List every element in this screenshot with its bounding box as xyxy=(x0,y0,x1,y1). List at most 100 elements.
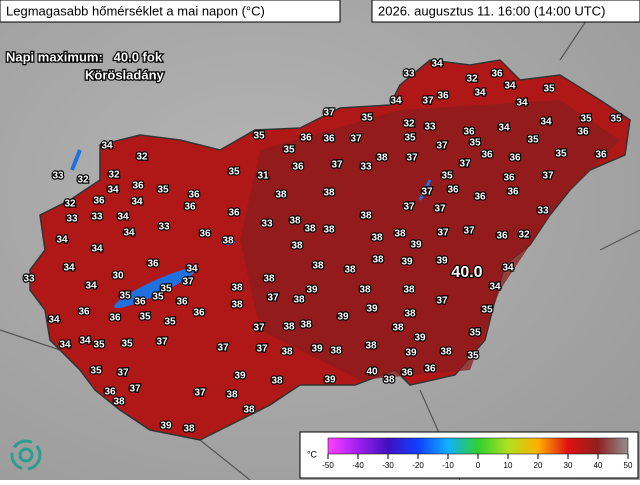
station-temp: 35 xyxy=(93,340,105,351)
station-temp: 34 xyxy=(63,263,75,274)
station-temp: 38 xyxy=(323,225,335,236)
station-temp: 37 xyxy=(117,368,129,379)
colorbar-label: 20 xyxy=(534,461,543,470)
station-temp: 38 xyxy=(113,397,125,408)
station-temp: 35 xyxy=(90,366,102,377)
station-temp: 38 xyxy=(372,255,384,266)
station-temp: 36 xyxy=(509,153,521,164)
station-temp: 33 xyxy=(23,274,35,285)
station-temp: 35 xyxy=(610,114,622,125)
station-temp: 32 xyxy=(136,152,148,163)
summary-location: Körösladány xyxy=(85,67,165,82)
station-temp: 38 xyxy=(293,295,305,306)
station-temp: 38 xyxy=(312,261,324,272)
station-temp: 34 xyxy=(502,263,514,274)
station-temp: 36 xyxy=(300,133,312,144)
station-temp: 37 xyxy=(463,226,475,237)
station-temp: 39 xyxy=(337,312,349,323)
station-temp: 36 xyxy=(437,91,449,102)
station-temp: 34 xyxy=(516,98,528,109)
station-temp: 32 xyxy=(77,175,89,186)
station-temp: 35 xyxy=(469,138,481,149)
station-temp: 36 xyxy=(503,173,515,184)
station-temp: 35 xyxy=(283,145,295,156)
station-temp: 35 xyxy=(139,312,151,323)
station-temp: 38 xyxy=(404,309,416,320)
station-temp: 38 xyxy=(365,341,377,352)
station-temp: 38 xyxy=(359,285,371,296)
station-temp: 38 xyxy=(222,236,234,247)
colorbar-label: -20 xyxy=(412,461,424,470)
lake xyxy=(221,239,235,245)
station-temp: 39 xyxy=(234,371,246,382)
station-temp: 35 xyxy=(441,171,453,182)
colorbar-label: -50 xyxy=(322,461,334,470)
station-temp: 38 xyxy=(376,153,388,164)
station-temp: 38 xyxy=(323,188,335,199)
station-temp: 36 xyxy=(228,208,240,219)
station-temp: 39 xyxy=(401,257,413,268)
station-temp: 36 xyxy=(463,127,475,138)
station-temp: 34 xyxy=(107,185,119,196)
station-temp: 39 xyxy=(436,256,448,267)
station-temp: 34 xyxy=(59,340,71,351)
station-temp: 36 xyxy=(93,196,105,207)
station-temp: 35 xyxy=(481,305,493,316)
station-temp: 37 xyxy=(253,323,265,334)
station-temp: 37 xyxy=(542,171,554,182)
station-temp: 32 xyxy=(403,119,415,130)
station-temp: 38 xyxy=(281,347,293,358)
colorbar-label: 30 xyxy=(564,461,573,470)
station-temp: 37 xyxy=(182,277,194,288)
station-temp: 35 xyxy=(164,317,176,328)
station-temp: 38 xyxy=(360,211,372,222)
station-temp: 38 xyxy=(403,285,415,296)
lake xyxy=(418,179,432,201)
station-temp: 39 xyxy=(414,333,426,344)
station-temp: 36 xyxy=(577,127,589,138)
station-temp: 36 xyxy=(595,150,607,161)
station-temp: 37 xyxy=(194,388,206,399)
station-temp: 38 xyxy=(291,241,303,252)
station-temp: 37 xyxy=(434,204,446,215)
station-temp: 35 xyxy=(228,167,240,178)
station-temp: 36 xyxy=(323,134,335,145)
station-temp: 39 xyxy=(311,344,323,355)
station-temp: 37 xyxy=(403,202,415,213)
station-temp: 39 xyxy=(366,304,378,315)
station-temp: 35 xyxy=(555,149,567,160)
station-temp: 37 xyxy=(436,141,448,152)
station-temp: 34 xyxy=(390,96,402,107)
station-temp: 35 xyxy=(543,84,555,95)
legend-unit: °C xyxy=(307,449,318,459)
station-temp: 36 xyxy=(474,192,486,203)
station-temp: 37 xyxy=(406,153,418,164)
station-temp: 37 xyxy=(459,159,471,170)
station-temp: 38 xyxy=(330,346,342,357)
station-temp: 38 xyxy=(371,233,383,244)
station-temp: 36 xyxy=(424,364,436,375)
station-temp: 38 xyxy=(344,265,356,276)
station-temp: 36 xyxy=(401,368,413,379)
station-temp: 35 xyxy=(253,131,265,142)
station-temp: 40 xyxy=(366,367,378,378)
station-temp: 36 xyxy=(188,190,200,201)
station-temp: 36 xyxy=(193,308,205,319)
station-temp: 36 xyxy=(132,181,144,192)
station-temp: 37 xyxy=(256,344,268,355)
station-temp: 38 xyxy=(300,320,312,331)
station-temp: 34 xyxy=(56,235,68,246)
station-temp: 35 xyxy=(527,135,539,146)
station-temp: 37 xyxy=(437,228,449,239)
station-temp: 35 xyxy=(404,133,416,144)
station-temp: 34 xyxy=(91,244,103,255)
station-temp: 34 xyxy=(474,88,486,99)
station-temp: 36 xyxy=(199,229,211,240)
station-temp: 38 xyxy=(183,424,195,435)
station-temp: 38 xyxy=(392,323,404,334)
station-temp: 33 xyxy=(66,214,78,225)
station-temp: 31 xyxy=(257,171,269,182)
station-temp: 37 xyxy=(350,134,362,145)
